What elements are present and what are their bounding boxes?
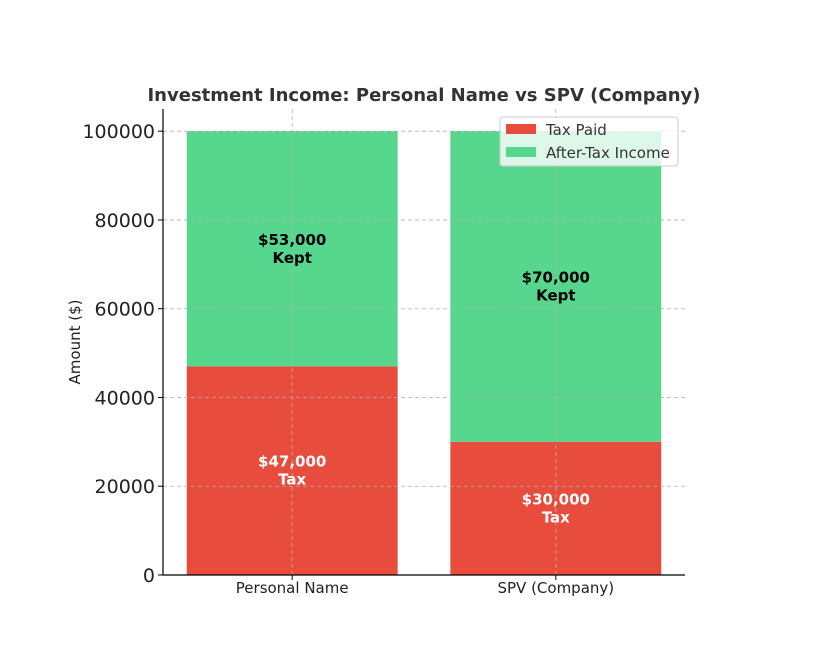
- legend: Tax Paid After-Tax Income: [499, 116, 679, 167]
- data-label: Tax: [278, 471, 306, 489]
- axes: 0 20000 40000 60000 80000 100000 Personal Name…: [82, 109, 685, 597]
- y-tick-label: 0: [143, 565, 155, 587]
- data-label: Kept: [272, 249, 311, 267]
- bar-tax-paid-0: [186, 366, 398, 575]
- legend-box: [499, 116, 679, 167]
- x-tick-label: Personal Name: [236, 579, 349, 597]
- legend-swatch: [506, 147, 536, 157]
- data-label: $30,000: [522, 490, 590, 508]
- y-tick-label: 100000: [82, 121, 155, 143]
- x-tick-label: SPV (Company): [497, 579, 614, 597]
- legend-label: Tax Paid: [545, 121, 607, 139]
- data-label: Kept: [536, 287, 575, 305]
- y-tick-label: 60000: [95, 299, 155, 321]
- bar-labels: $47,000Tax$53,000Kept$30,000Tax$70,000Ke…: [258, 231, 590, 527]
- y-tick-label: 40000: [95, 387, 155, 409]
- legend-label: After-Tax Income: [546, 144, 670, 162]
- data-label: $53,000: [258, 231, 326, 249]
- data-label: $70,000: [522, 269, 590, 287]
- data-label: $47,000: [258, 453, 326, 471]
- y-tick-label: 80000: [95, 210, 155, 232]
- y-axis-label: Amount ($): [66, 300, 84, 385]
- data-label: Tax: [542, 508, 570, 526]
- y-tick-label: 20000: [95, 476, 155, 498]
- grid: [163, 109, 685, 575]
- legend-swatch: [506, 124, 536, 134]
- bars: [186, 131, 662, 575]
- chart-title: Investment Income: Personal Name vs SPV …: [147, 85, 700, 106]
